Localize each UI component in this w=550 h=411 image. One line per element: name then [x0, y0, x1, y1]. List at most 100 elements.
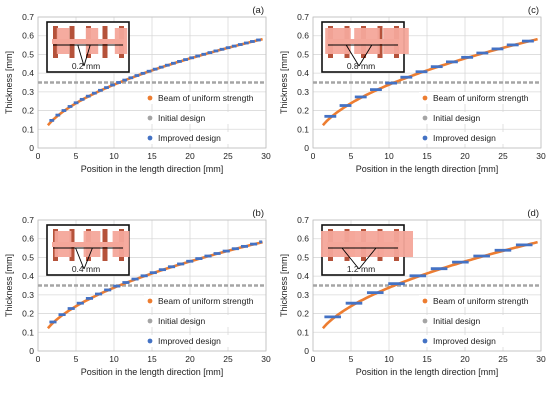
legend-background: [144, 295, 252, 307]
legend-background: [419, 92, 527, 104]
x-tick-label: 20: [185, 354, 195, 364]
y-tick-label: 0.4: [297, 68, 309, 78]
y-tick-label: 0.5: [22, 49, 34, 59]
legend-background: [419, 295, 527, 307]
y-tick-label: 0: [29, 143, 34, 153]
y-tick-label: 0.6: [22, 31, 34, 41]
x-tick-label: 0: [311, 151, 316, 161]
x-tick-label: 15: [147, 151, 157, 161]
x-tick-label: 10: [384, 151, 394, 161]
x-tick-label: 15: [422, 151, 432, 161]
legend-marker: [422, 318, 428, 324]
y-tick-label: 0.6: [297, 31, 309, 41]
legend-background: [144, 112, 252, 124]
x-tick-label: 25: [498, 151, 508, 161]
legend-item-improved-design: Improved design: [433, 336, 496, 346]
y-tick-label: 0.7: [22, 215, 34, 225]
legend-background: [144, 92, 252, 104]
x-tick-label: 5: [349, 354, 354, 364]
legend-marker: [147, 338, 153, 344]
legend-item-improved-design: Improved design: [158, 133, 221, 143]
legend-item-uniform-strength: Beam of uniform strength: [158, 93, 254, 103]
y-axis-title: Thickness [mm]: [279, 51, 289, 114]
legend-marker: [422, 135, 428, 141]
y-tick-label: 0: [29, 346, 34, 356]
y-tick-label: 0.2: [22, 106, 34, 116]
x-tick-label: 25: [223, 354, 233, 364]
y-tick-label: 0.1: [297, 327, 309, 337]
x-axis-title: Position in the length direction [mm]: [356, 164, 499, 174]
y-tick-label: 0.5: [297, 49, 309, 59]
x-tick-label: 10: [109, 354, 119, 364]
legend-marker: [422, 338, 428, 344]
legend-item-initial-design: Initial design: [158, 113, 206, 123]
inset-bar: [327, 242, 399, 247]
x-tick-label: 20: [185, 151, 195, 161]
y-tick-label: 0.1: [297, 124, 309, 134]
panel-label: (c): [528, 5, 539, 16]
x-tick-label: 30: [261, 151, 271, 161]
panel-label: (b): [252, 208, 264, 219]
y-tick-label: 0.7: [22, 12, 34, 22]
inset-dimension-label: 0.8 mm: [347, 61, 375, 71]
inset-leader-line: [358, 44, 373, 67]
y-tick-label: 0: [304, 143, 309, 153]
legend-item-uniform-strength: Beam of uniform strength: [433, 93, 529, 103]
inset-leader-line: [75, 247, 85, 270]
inset-bar: [52, 39, 124, 44]
legend-background: [419, 132, 527, 144]
x-tick-label: 0: [36, 354, 41, 364]
inset-dimension-label: 0.2 mm: [72, 61, 100, 71]
y-tick-label: 0.4: [22, 271, 34, 281]
inset-leader-line: [77, 44, 85, 67]
x-tick-label: 5: [349, 151, 354, 161]
y-tick-label: 0.4: [297, 271, 309, 281]
legend-item-uniform-strength: Beam of uniform strength: [158, 296, 254, 306]
x-axis-title: Position in the length direction [mm]: [356, 367, 499, 377]
legend-marker: [422, 298, 428, 304]
x-tick-label: 20: [460, 151, 470, 161]
x-tick-label: 30: [536, 354, 546, 364]
y-tick-label: 0.3: [22, 87, 34, 97]
legend-marker: [422, 115, 428, 121]
x-axis-title: Position in the length direction [mm]: [81, 367, 224, 377]
y-tick-label: 0.2: [297, 309, 309, 319]
y-tick-label: 0.1: [22, 124, 34, 134]
legend-item-initial-design: Initial design: [158, 316, 206, 326]
chart-panel: 0 0.1 0.2 0.3 0.4 0.5 0.6 0.7 0 5 10 15 20 25 30 Positi…: [4, 5, 271, 174]
y-tick-label: 0.6: [297, 234, 309, 244]
legend-background: [144, 315, 252, 327]
x-tick-label: 10: [384, 354, 394, 364]
legend-background: [419, 335, 527, 347]
chart-panel: 0 0.1 0.2 0.3 0.4 0.5 0.6 0.7 0 5 10 15 20 25 30 Positi…: [4, 208, 271, 377]
x-tick-label: 20: [460, 354, 470, 364]
legend-item-improved-design: Improved design: [158, 336, 221, 346]
y-tick-label: 0.2: [297, 106, 309, 116]
y-tick-label: 0.7: [297, 12, 309, 22]
inset-leader-line: [83, 44, 91, 67]
legend-background: [419, 112, 527, 124]
legend-item-initial-design: Initial design: [433, 316, 481, 326]
chart-panel: 0 0.1 0.2 0.3 0.4 0.5 0.6 0.7 0 5 10 15 20 25 30 Positi…: [279, 208, 546, 377]
inset-bar: [327, 39, 399, 44]
x-tick-label: 30: [261, 354, 271, 364]
y-tick-label: 0: [304, 346, 309, 356]
legend-marker: [147, 298, 153, 304]
x-tick-label: 10: [109, 151, 119, 161]
x-tick-label: 0: [36, 151, 41, 161]
x-tick-label: 5: [74, 354, 79, 364]
legend-item-initial-design: Initial design: [433, 113, 481, 123]
y-tick-label: 0.7: [297, 215, 309, 225]
inset-bar: [52, 242, 124, 247]
x-tick-label: 15: [422, 354, 432, 364]
y-tick-label: 0.5: [297, 252, 309, 262]
inset-dimension-label: 1.2 mm: [347, 264, 375, 274]
inset-leader-line: [358, 247, 377, 270]
legend-marker: [422, 95, 428, 101]
inset-leader-line: [345, 44, 360, 67]
panel-label: (a): [252, 5, 264, 16]
legend-background: [419, 315, 527, 327]
y-tick-label: 0.3: [297, 290, 309, 300]
